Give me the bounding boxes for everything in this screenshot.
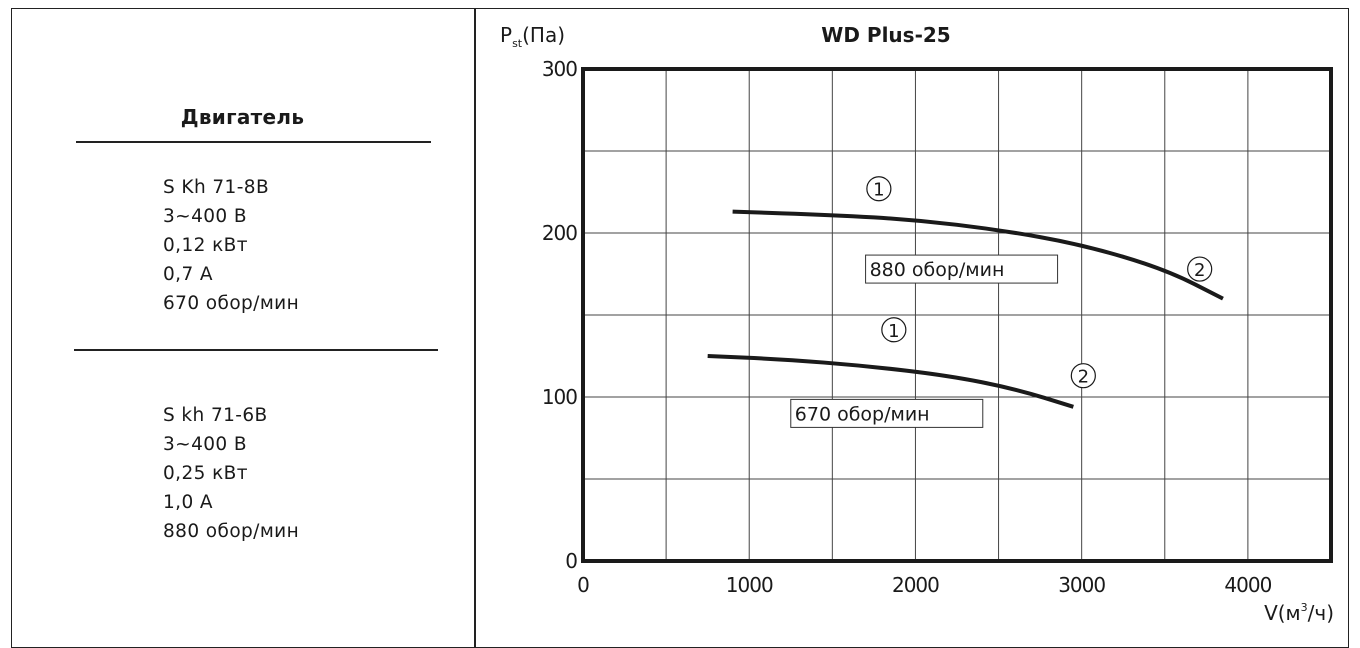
point-marker-circle: [881, 317, 907, 343]
chart-title: WD Plus-25: [821, 23, 950, 47]
motor-panel: Двигатель S Kh 71-8B 3~400 В 0,12 кВт 0,…: [11, 8, 474, 629]
motor-spec-2: S kh 71-6B 3~400 В 0,25 кВт 1,0 А 880 об…: [163, 401, 299, 546]
motor-1-speed: 670 обор/мин: [163, 293, 300, 314]
series-label-1: 880 обор/мин: [870, 259, 1005, 281]
series-line-2: [707, 354, 1074, 409]
motor-2-model: S kh 71-6B: [163, 405, 268, 426]
motor-2-current: 1,0 А: [163, 492, 213, 513]
point-marker-circle: [1187, 256, 1213, 282]
motor-2-power: 0,25 кВт: [163, 463, 248, 484]
series-label-box-1: [865, 254, 1059, 284]
x-tick-label: 1000: [726, 573, 773, 597]
chart-grid: [583, 69, 1331, 561]
y-axis-label: Pst(Па): [500, 23, 565, 50]
motor-2-voltage: 3~400 В: [163, 434, 247, 455]
chart-series: 880 обор/мин 1 2 670 обор/мин 1 2: [707, 176, 1224, 428]
point-marker-label: 1: [888, 321, 899, 342]
point-marker-label: 1: [873, 180, 884, 201]
motor-1-current: 0,7 А: [163, 264, 213, 285]
point-marker-label: 2: [1078, 367, 1089, 388]
motor-1-model: S Kh 71-8B: [163, 177, 270, 198]
series-line-1: [732, 209, 1224, 301]
motor-1-power: 0,12 кВт: [163, 235, 248, 256]
motor-1-voltage: 3~400 В: [163, 206, 247, 227]
y-tick-label: 100: [542, 385, 577, 409]
point-marker-circle: [866, 176, 892, 202]
x-tick-label: 4000: [1224, 573, 1271, 597]
plot-border: [581, 67, 1333, 563]
motor-separator-rule: [74, 349, 438, 351]
x-tick-label: 3000: [1058, 573, 1105, 597]
x-tick-label: 0: [577, 573, 589, 597]
series-label-box-2: [790, 398, 984, 428]
motor-2-speed: 880 обор/мин: [163, 521, 300, 542]
y-tick-label: 0: [565, 549, 577, 573]
y-tick-label: 300: [542, 57, 577, 81]
motor-spec-1: S Kh 71-8B 3~400 В 0,12 кВт 0,7 А 670 об…: [163, 173, 299, 318]
motor-heading: Двигатель: [180, 105, 305, 129]
point-marker-label: 2: [1194, 260, 1205, 281]
y-tick-label: 200: [542, 221, 577, 245]
series-label-2: 670 обор/мин: [795, 403, 930, 425]
panel-divider: [474, 8, 476, 648]
x-tick-label: 2000: [892, 573, 939, 597]
point-marker-circle: [1070, 363, 1096, 389]
x-axis-label: V(м3/ч): [1264, 601, 1334, 625]
heading-rule: [76, 141, 431, 143]
